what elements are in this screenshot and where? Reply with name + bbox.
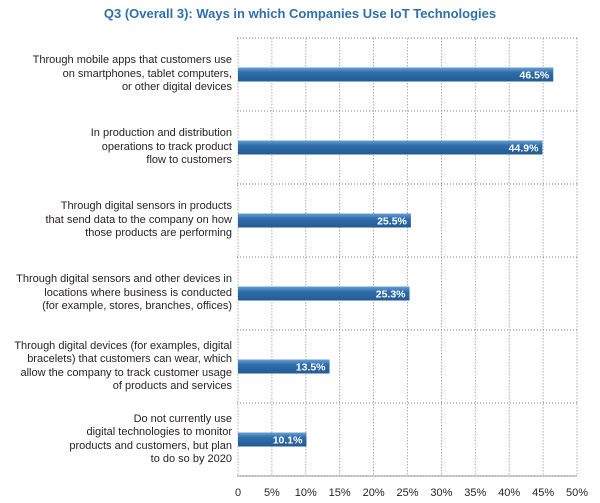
category-label-line: to do so by 2020	[150, 453, 232, 465]
x-tick-label: 0	[235, 487, 241, 499]
bar-value-label: 25.3%	[376, 289, 406, 301]
category-label-line: In production and distribution	[90, 127, 232, 140]
bar	[238, 286, 410, 301]
category-label-line: allow the company to track customer usag…	[20, 366, 232, 379]
category-label-line: of products and services	[112, 380, 232, 392]
bar-value-label: 46.5%	[519, 70, 549, 82]
bar	[238, 140, 543, 155]
category-label: Through digital devices (for examples, d…	[0, 340, 232, 394]
x-tick-label: 10%	[295, 487, 317, 499]
x-tick-label: 45%	[532, 487, 554, 499]
bar	[238, 359, 330, 374]
bar	[238, 67, 554, 82]
category-label: Through digital sensors in products that …	[0, 200, 232, 241]
category-label: Through mobile apps that customers use on…	[0, 54, 232, 95]
category-label-line: bracelets) that customers can wear, whic…	[27, 353, 232, 365]
bar	[238, 213, 411, 228]
category-label-line: locations where business is conducted	[44, 286, 232, 299]
x-tick-label: 5%	[264, 487, 280, 499]
bar-value-label: 44.9%	[509, 143, 539, 155]
x-tick-label: 25%	[396, 487, 418, 499]
category-label: Do not currently use digital technologies…	[0, 413, 232, 467]
x-tick-label: 20%	[363, 487, 385, 499]
bar	[238, 432, 307, 447]
x-tick-label: 40%	[498, 487, 520, 499]
bar-value-label: 10.1%	[273, 435, 303, 447]
category-label: In production and distribution operations…	[0, 127, 232, 168]
chart-title: Q3 (Overall 3): Ways in which Companies …	[103, 6, 497, 21]
category-label-line: those products are performing	[85, 227, 232, 240]
category-label-line: that send data to the company on how	[45, 213, 232, 226]
category-label-line: flow to customers	[146, 154, 232, 167]
x-tick-label: 50%	[566, 487, 588, 499]
category-label-line: (for example, stores, branches, offices)	[42, 300, 232, 313]
x-tick-label: 15%	[329, 487, 351, 499]
category-label-line: on smartphones, tablet computers,	[62, 67, 232, 80]
x-tick-label: 35%	[464, 487, 486, 499]
category-label-line: operations to track product	[101, 140, 232, 153]
category-label-line: digital technologies to monitor	[86, 426, 232, 438]
category-label-line: products and customers, but plan	[69, 439, 232, 452]
x-tick-label: 30%	[430, 487, 452, 499]
category-label-line: Through digital sensors and other device…	[16, 273, 232, 286]
category-label-line: Through mobile apps that customers use	[32, 54, 232, 67]
category-label: Through digital sensors and other device…	[0, 273, 232, 314]
category-label-line: Through digital devices (for examples, d…	[14, 339, 232, 352]
bar-value-label: 13.5%	[296, 362, 326, 374]
category-label-line: Through digital sensors in products	[60, 200, 232, 213]
category-label-line: Do not currently use	[133, 412, 232, 425]
bar-value-label: 25.5%	[377, 216, 407, 228]
category-label-line: or other digital devices	[121, 81, 232, 94]
